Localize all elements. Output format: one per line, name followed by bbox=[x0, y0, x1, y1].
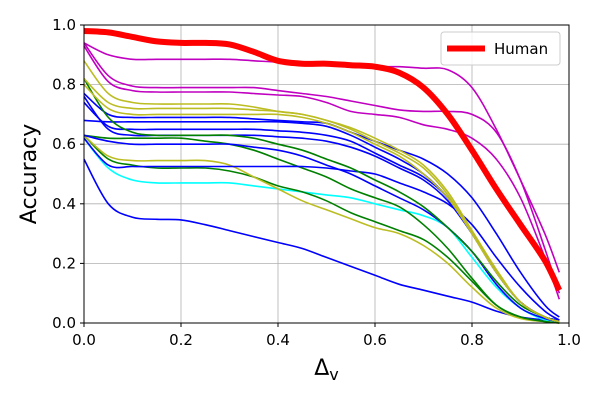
y-tick-label: 0.8 bbox=[52, 76, 76, 94]
y-tick-label: 0.6 bbox=[52, 135, 76, 153]
y-tick-label: 0.2 bbox=[52, 254, 76, 272]
x-tick-label: 0.6 bbox=[363, 331, 387, 349]
series-line-3 bbox=[83, 134, 560, 324]
series-line-4 bbox=[83, 134, 560, 324]
plot-frame bbox=[83, 24, 570, 324]
series-line-5 bbox=[83, 134, 560, 323]
series-layer bbox=[83, 28, 563, 324]
legend-label-human: Human bbox=[494, 40, 548, 58]
x-tick-label: 0.8 bbox=[460, 331, 484, 349]
legend-box bbox=[440, 31, 561, 66]
series-line-0 bbox=[83, 158, 560, 323]
y-tick-label: 0.0 bbox=[52, 314, 76, 332]
series-line-14 bbox=[83, 60, 560, 323]
series-line-1 bbox=[83, 137, 560, 323]
series-line-16 bbox=[83, 42, 561, 294]
x-tick-label: 0.4 bbox=[266, 331, 290, 349]
x-tick-label: 0.2 bbox=[169, 331, 193, 349]
series-line-11 bbox=[83, 78, 560, 323]
series-line-human bbox=[83, 28, 563, 292]
y-tick-label: 0.4 bbox=[52, 195, 76, 213]
x-tick-label: 0.0 bbox=[72, 331, 96, 349]
x-tick-label: 1.0 bbox=[557, 331, 581, 349]
x-axis-label: Δv bbox=[314, 356, 339, 384]
series-line-6 bbox=[83, 137, 560, 321]
series-line-15 bbox=[83, 45, 561, 300]
y-tick-label: 1.0 bbox=[52, 16, 76, 34]
legend: Human bbox=[440, 31, 561, 66]
axis-ticks: 0.0 0.2 0.4 0.6 0.8 1.0 0.0 0.2 0.4 0.6 0.8 1.0 bbox=[52, 16, 581, 349]
y-axis-label: Accuracy bbox=[17, 124, 42, 224]
